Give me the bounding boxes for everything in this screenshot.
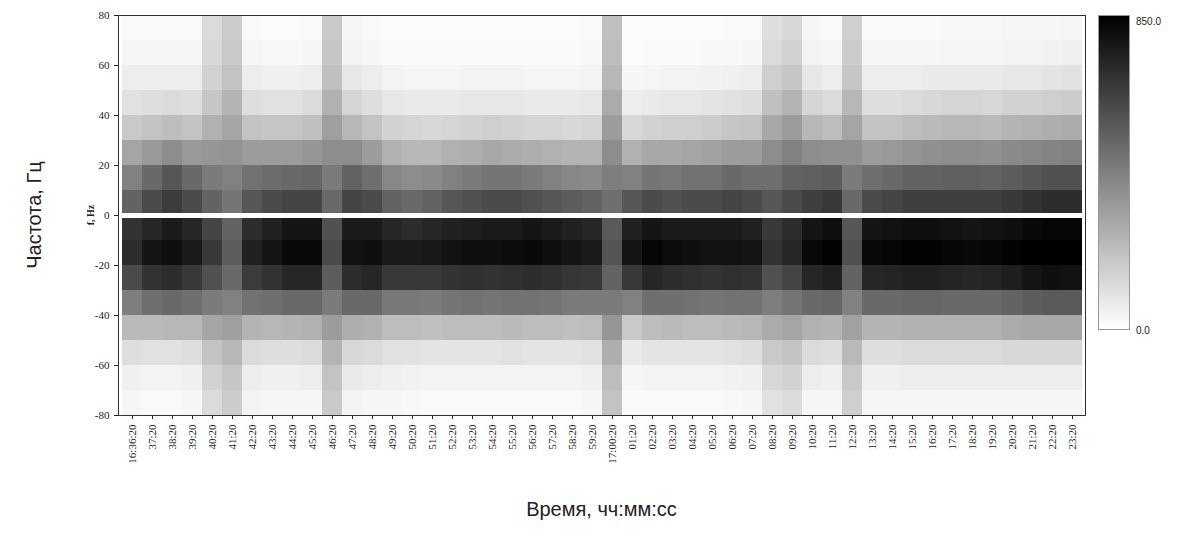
svg-text:07:20: 07:20 — [746, 424, 758, 450]
svg-text:38:20: 38:20 — [166, 424, 178, 450]
svg-text:43:20: 43:20 — [266, 424, 278, 450]
svg-text:16:36:20: 16:36:20 — [126, 424, 138, 464]
svg-text:42:20: 42:20 — [246, 424, 258, 450]
svg-text:46:20: 46:20 — [326, 424, 338, 450]
svg-text:49:20: 49:20 — [386, 424, 398, 450]
html-text:f, Hz: f, Hz — [84, 204, 96, 226]
svg-text:55:20: 55:20 — [506, 424, 518, 450]
svg-text:-20: -20 — [95, 259, 110, 271]
svg-text:15:20: 15:20 — [906, 424, 918, 450]
svg-text:04:20: 04:20 — [686, 424, 698, 450]
svg-text:17:20: 17:20 — [946, 424, 958, 450]
svg-text:19:20: 19:20 — [986, 424, 998, 450]
svg-text:80: 80 — [99, 9, 111, 21]
svg-text:20: 20 — [99, 159, 111, 171]
svg-text:-40: -40 — [95, 309, 110, 321]
svg-text:18:20: 18:20 — [966, 424, 978, 450]
svg-text:06:20: 06:20 — [726, 424, 738, 450]
svg-text:56:20: 56:20 — [526, 424, 538, 450]
svg-text:48:20: 48:20 — [366, 424, 378, 450]
svg-text:51:20: 51:20 — [426, 424, 438, 450]
svg-text:53:20: 53:20 — [466, 424, 478, 450]
svg-text:39:20: 39:20 — [186, 424, 198, 450]
svg-text:10:20: 10:20 — [806, 424, 818, 450]
svg-text:45:20: 45:20 — [306, 424, 318, 450]
html-text:Частота, Гц: Частота, Гц — [22, 161, 45, 269]
svg-text:60: 60 — [99, 59, 111, 71]
svg-text:41:20: 41:20 — [226, 424, 238, 450]
svg-text:13:20: 13:20 — [866, 424, 878, 450]
html-text:Время, чч:мм:сс: Время, чч:мм:сс — [526, 498, 677, 520]
svg-text:54:20: 54:20 — [486, 424, 498, 450]
svg-text:08:20: 08:20 — [766, 424, 778, 450]
svg-text:20:20: 20:20 — [1006, 424, 1018, 450]
svg-text:52:20: 52:20 — [446, 424, 458, 450]
svg-text:01:20: 01:20 — [626, 424, 638, 450]
svg-text:0: 0 — [104, 209, 110, 221]
svg-text:23:20: 23:20 — [1066, 424, 1078, 450]
svg-text:40:20: 40:20 — [206, 424, 218, 450]
svg-text:12:20: 12:20 — [846, 424, 858, 450]
svg-text:05:20: 05:20 — [706, 424, 718, 450]
html-text:850.0: 850.0 — [1136, 15, 1161, 27]
svg-text:17:00:20: 17:00:20 — [606, 424, 618, 464]
svg-text:57:20: 57:20 — [546, 424, 558, 450]
svg-text:09:20: 09:20 — [786, 424, 798, 450]
svg-text:44:20: 44:20 — [286, 424, 298, 450]
svg-text:03:20: 03:20 — [666, 424, 678, 450]
svg-text:22:20: 22:20 — [1046, 424, 1058, 450]
svg-text:47:20: 47:20 — [346, 424, 358, 450]
svg-text:59:20: 59:20 — [586, 424, 598, 450]
svg-text:58:20: 58:20 — [566, 424, 578, 450]
svg-text:50:20: 50:20 — [406, 424, 418, 450]
svg-text:11:20: 11:20 — [826, 424, 838, 449]
svg-text:02:20: 02:20 — [646, 424, 658, 450]
svg-text:21:20: 21:20 — [1026, 424, 1038, 450]
svg-text:37:20: 37:20 — [146, 424, 158, 450]
svg-text:14:20: 14:20 — [886, 424, 898, 450]
svg-text:16:20: 16:20 — [926, 424, 938, 450]
svg-text:-60: -60 — [95, 359, 110, 371]
html-text:0.0: 0.0 — [1136, 324, 1150, 336]
svg-text:40: 40 — [99, 109, 111, 121]
svg-text:-80: -80 — [95, 409, 110, 421]
